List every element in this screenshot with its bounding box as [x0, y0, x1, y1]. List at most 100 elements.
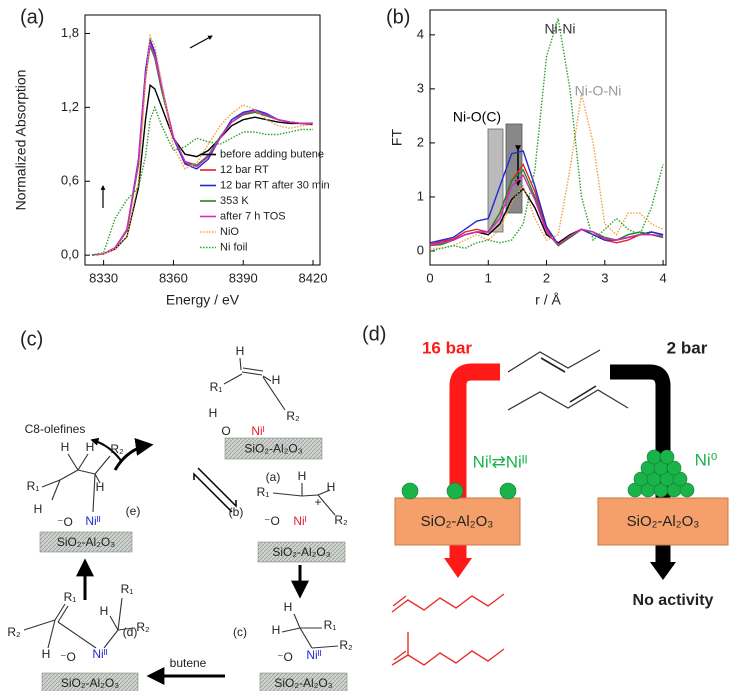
bond — [54, 603, 66, 621]
support-label: SiO₂-Al₂O₃ — [272, 545, 330, 559]
atom-label: H — [96, 480, 105, 494]
y-tick-label: 0,6 — [61, 173, 79, 188]
support-label: SiO₂-Al₂O₃ — [57, 535, 115, 549]
atom-label: H — [86, 440, 95, 454]
bond — [109, 615, 119, 631]
bond — [77, 453, 89, 471]
legend-label: 12 bar RT — [220, 164, 269, 176]
bond — [117, 627, 135, 631]
bond — [311, 645, 339, 649]
bond — [67, 453, 79, 471]
plot-frame — [429, 9, 667, 266]
atom-label: Niᴵᴵ — [85, 514, 100, 528]
series-line — [430, 94, 664, 249]
bond — [281, 627, 301, 633]
y-tick-label: 2 — [417, 134, 424, 149]
bond — [51, 479, 61, 501]
annotation: Ni-O-Ni — [575, 83, 622, 99]
y-tick-label: 1,8 — [61, 25, 79, 40]
atom-label: R₂ — [339, 638, 353, 652]
x-axis-label: r / Å — [535, 292, 561, 308]
arrow — [189, 35, 213, 49]
y-tick-label: 0 — [417, 242, 424, 257]
series-line — [429, 18, 664, 252]
support-label: SiO₂-Al₂O₃ — [421, 513, 494, 530]
legend-label: NiO — [220, 226, 239, 238]
atom-label: H — [236, 344, 245, 358]
atom-label: Niᴵᴵ — [306, 648, 321, 662]
atom-label: ⁻O — [57, 515, 73, 529]
atom-label: R₂ — [334, 513, 348, 527]
y-tick-label: 1,2 — [61, 99, 79, 114]
support-label: SiO₂-Al₂O₃ — [274, 676, 332, 690]
bond — [241, 371, 263, 376]
bond — [317, 494, 336, 516]
atom-label: O — [221, 424, 230, 438]
bond — [293, 613, 301, 629]
support-box — [259, 672, 348, 691]
process-drawing — [391, 349, 729, 666]
atom-label: R₁ — [210, 380, 223, 394]
x-tick-label: 0 — [426, 270, 433, 285]
atom-label: R₁ — [27, 479, 40, 493]
state-label: Niᴵ⇄Niᴵᴵ — [473, 452, 528, 471]
bond — [272, 492, 303, 497]
support-box — [257, 541, 346, 563]
panel-label: (c) — [20, 328, 43, 350]
range-box — [487, 128, 504, 233]
bond — [103, 629, 119, 649]
legend-label: Ni foil — [220, 241, 248, 253]
step-label: (a) — [266, 470, 281, 484]
scheme-arrows — [76, 437, 309, 685]
support-box — [597, 497, 729, 546]
atom-label: H — [100, 604, 109, 618]
legend-label: before adding butene — [220, 148, 324, 160]
result-label: No activity — [633, 592, 714, 609]
plot-frame — [84, 14, 321, 266]
atom-label: H — [209, 406, 218, 420]
legend-label: 353 K — [220, 195, 249, 207]
bond — [223, 373, 243, 385]
atom-label: H — [42, 647, 51, 661]
panel-label: (b) — [386, 6, 410, 28]
atom-label: Niᴵ — [251, 424, 264, 438]
x-tick-label: 2 — [543, 270, 550, 285]
atom-label: R₁ — [257, 485, 270, 499]
product-label: C8-olefines — [25, 422, 86, 436]
bond — [59, 469, 79, 481]
annotation: Ni-Ni — [544, 21, 575, 37]
series-line — [91, 42, 313, 256]
y-tick-label: 1 — [417, 188, 424, 203]
atom-label: R₁ — [324, 618, 337, 632]
x-tick-label: 8330 — [89, 270, 118, 285]
atom-label: H — [61, 440, 70, 454]
series-line — [91, 33, 314, 256]
support-label: SiO₂-Al₂O₃ — [61, 676, 119, 690]
support-box — [394, 497, 521, 546]
x-tick-label: 8390 — [229, 270, 258, 285]
x-axis-label: Energy / eV — [166, 292, 240, 308]
atom-label: H — [327, 480, 336, 494]
series-line — [429, 163, 664, 247]
support-box — [39, 531, 133, 553]
atom-label: H — [284, 600, 293, 614]
x-tick-label: 1 — [485, 270, 492, 285]
bond — [47, 619, 56, 649]
step-label: (d) — [123, 625, 138, 639]
x-tick-label: 8420 — [299, 270, 328, 285]
atom-label: R₁ — [64, 590, 77, 604]
atom-label: R₂ — [7, 625, 21, 639]
y-tick-label: 3 — [417, 80, 424, 95]
bond — [262, 375, 272, 382]
legend-label: after 7 h TOS — [220, 210, 286, 222]
atom-label: R₂ — [110, 442, 124, 456]
bond — [239, 357, 242, 371]
atom-label: H — [34, 502, 43, 516]
annotation: Ni-O(C) — [453, 109, 501, 125]
atom-label: R₂ — [286, 409, 300, 423]
x-tick-label: 8360 — [159, 270, 188, 285]
bond — [57, 605, 69, 623]
bond — [94, 473, 101, 484]
support-box — [41, 672, 139, 691]
